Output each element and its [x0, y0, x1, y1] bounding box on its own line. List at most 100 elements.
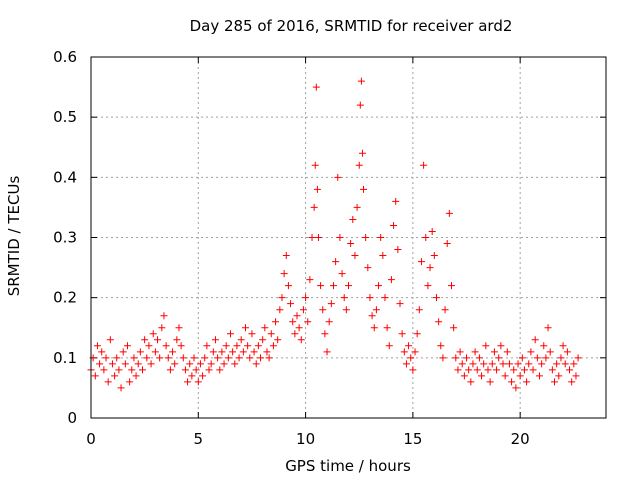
data-point — [512, 384, 520, 392]
data-point — [302, 294, 310, 302]
data-point — [130, 354, 138, 362]
data-point — [349, 215, 357, 223]
data-point — [381, 294, 389, 302]
data-point — [493, 366, 501, 374]
data-point — [196, 360, 204, 368]
data-point — [224, 354, 232, 362]
data-point — [218, 348, 226, 356]
data-point — [338, 270, 346, 278]
data-point — [347, 240, 355, 248]
data-point — [452, 354, 460, 362]
data-point — [516, 372, 524, 380]
data-point — [355, 161, 363, 169]
data-point — [332, 258, 340, 266]
data-point — [570, 360, 578, 368]
y-tick-label: 0 — [67, 409, 77, 427]
data-point — [336, 234, 344, 241]
data-point — [437, 342, 445, 350]
data-point — [274, 336, 282, 344]
data-point — [246, 354, 254, 362]
data-point — [312, 83, 320, 91]
data-point — [422, 234, 430, 241]
data-point — [488, 360, 496, 368]
data-point — [169, 348, 177, 356]
data-point — [358, 149, 366, 157]
data-point — [387, 276, 395, 284]
data-point — [360, 185, 368, 193]
data-point — [546, 348, 554, 356]
data-point — [323, 348, 331, 356]
data-point — [287, 300, 295, 308]
data-point — [233, 342, 241, 350]
data-point — [93, 342, 101, 350]
data-point — [313, 185, 321, 193]
data-point — [317, 282, 325, 290]
data-point — [164, 354, 172, 362]
data-point — [147, 360, 155, 368]
data-point — [91, 372, 99, 380]
y-tick-label: 0.2 — [53, 289, 77, 307]
data-point — [568, 378, 576, 386]
data-point — [244, 342, 252, 350]
data-point — [390, 221, 398, 229]
data-point — [267, 330, 275, 338]
data-point — [368, 312, 376, 320]
data-point — [141, 336, 149, 344]
data-point — [398, 330, 406, 338]
data-point — [499, 360, 507, 368]
data-point — [265, 354, 273, 362]
data-point — [551, 378, 558, 386]
data-point — [542, 354, 550, 362]
data-point — [237, 336, 245, 344]
data-point — [379, 252, 387, 260]
data-point — [248, 330, 256, 338]
data-point — [505, 360, 513, 368]
data-point — [119, 348, 127, 356]
data-point — [458, 360, 466, 368]
data-point — [426, 264, 434, 272]
data-point — [475, 354, 483, 362]
data-point — [486, 378, 494, 386]
data-point — [188, 372, 196, 380]
x-tick-label: 5 — [194, 430, 204, 448]
data-point — [563, 348, 571, 356]
data-point — [503, 348, 511, 356]
data-point — [559, 342, 567, 350]
grid-lines — [91, 57, 606, 418]
data-point — [392, 197, 400, 205]
data-point — [334, 173, 342, 181]
data-point — [473, 366, 481, 374]
data-point — [220, 360, 228, 368]
data-point — [132, 372, 140, 380]
y-tick-label: 0.5 — [53, 108, 77, 126]
data-point — [123, 342, 131, 350]
data-point — [308, 234, 316, 241]
data-point — [214, 354, 222, 362]
data-point — [445, 209, 453, 217]
data-point — [385, 342, 393, 350]
data-point — [319, 306, 327, 314]
data-point — [529, 366, 537, 374]
data-point — [538, 360, 546, 368]
data-point — [566, 366, 574, 374]
data-point — [222, 342, 230, 350]
data-point — [250, 348, 258, 356]
data-point — [156, 354, 164, 362]
data-point — [482, 342, 490, 350]
data-point — [145, 342, 153, 350]
y-tick-label: 0.4 — [53, 168, 77, 186]
data-point — [469, 360, 477, 368]
data-point — [523, 378, 531, 386]
data-point — [417, 258, 425, 266]
data-point — [490, 348, 498, 356]
data-point — [162, 342, 170, 350]
data-point — [181, 366, 189, 374]
data-point — [149, 330, 157, 338]
data-point — [430, 252, 438, 260]
data-point — [205, 366, 213, 374]
data-point — [325, 318, 333, 326]
data-point — [311, 161, 319, 169]
data-point — [428, 227, 436, 235]
data-point — [415, 306, 423, 314]
data-point — [175, 324, 183, 332]
